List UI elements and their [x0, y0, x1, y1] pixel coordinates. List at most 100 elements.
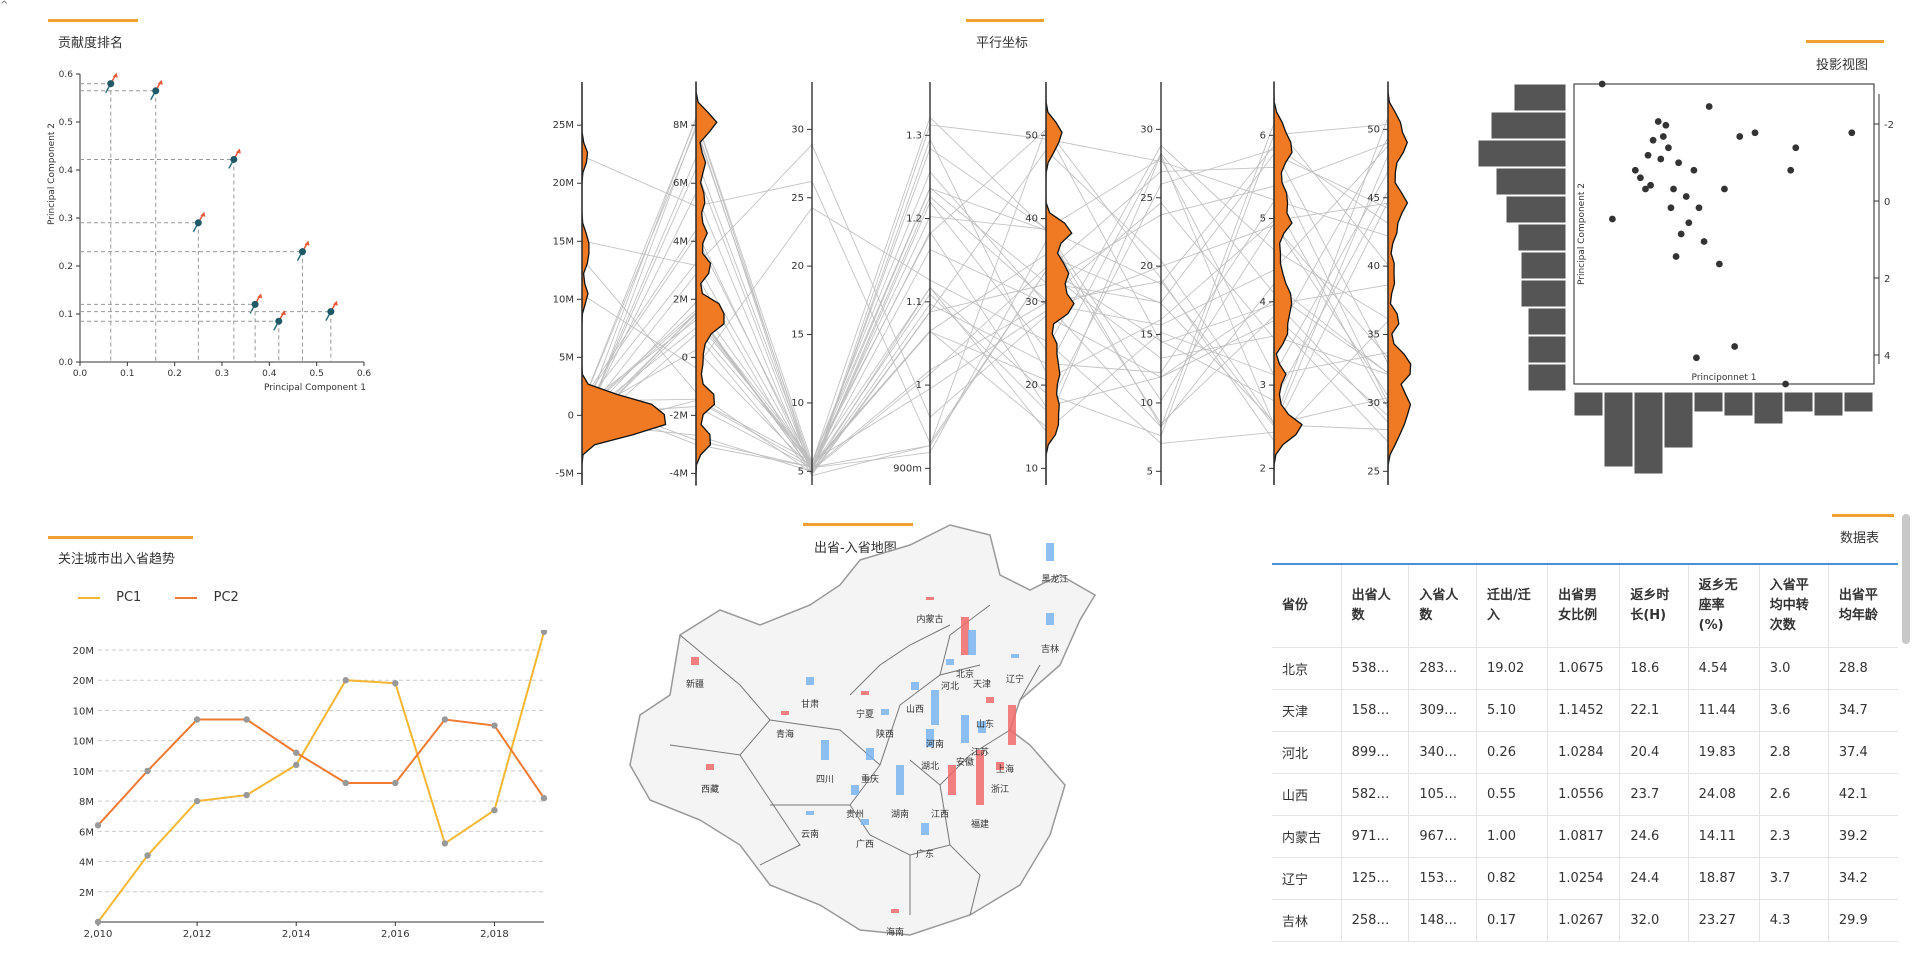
col-header-out[interactable]: 出省人数 [1340, 564, 1409, 648]
vector-arrow [200, 211, 206, 217]
series-line-pc1 [97, 631, 545, 923]
histogram-bar-bottom [1783, 391, 1814, 413]
projection-y-tick-label: 4 [1884, 351, 1890, 362]
flow-bar [781, 711, 789, 715]
histogram-bar-bottom [1843, 391, 1874, 413]
y-tick-label: 4M [79, 858, 94, 869]
axis-tick-label: 20 [1140, 261, 1153, 272]
series-point [540, 794, 548, 802]
flow-bar [978, 721, 986, 733]
table-cell: 158… [1340, 689, 1409, 732]
table-cell: 340… [1408, 731, 1477, 774]
vector-arrow [112, 72, 118, 78]
table-cell: 河北 [1272, 731, 1342, 774]
y-tick-label: 0.5 [59, 118, 73, 128]
table-cell: 0.17 [1476, 899, 1548, 942]
projection-point [1685, 219, 1693, 227]
table-cell: 1.0254 [1547, 857, 1620, 900]
province-label: 重庆 [861, 773, 879, 785]
col-header-age[interactable]: 出省平均年龄 [1827, 564, 1898, 648]
pc-polyline [581, 155, 1389, 444]
table-cell: 899… [1340, 731, 1409, 774]
col-header-province[interactable]: 省份 [1272, 564, 1342, 648]
histogram-bar-left [1527, 307, 1567, 336]
pc-polyline [581, 116, 1389, 464]
province-label: 贵州 [846, 808, 864, 820]
pc-polyline [581, 240, 1389, 469]
axis-tick-label: 5 [1260, 214, 1266, 225]
table-cell: 34.7 [1827, 689, 1898, 732]
axis-tick-label: 50 [1025, 130, 1038, 141]
x-tick-label: 2,010 [84, 929, 113, 940]
col-header-duration[interactable]: 返乡时长(H) [1619, 564, 1689, 648]
axis-tick-label: 20 [791, 261, 804, 272]
pc-polyline [581, 143, 1389, 443]
col-header-ratio[interactable]: 迁出/迁入 [1476, 564, 1548, 648]
table-row[interactable]: 吉林 258… 148… 0.17 1.0267 32.0 23.27 4.3 29.9 [1272, 899, 1898, 942]
series-point [293, 749, 300, 756]
projection-point [1654, 118, 1662, 125]
projection-point [1695, 204, 1703, 212]
pc-polyline [581, 145, 1389, 472]
axis-tick-label: 45 [1367, 193, 1380, 204]
projection-point [1644, 151, 1652, 159]
legend-item-pc1[interactable]: PC1 [78, 590, 145, 605]
table-row[interactable]: 河北 899… 340… 0.26 1.0284 20.4 19.83 2.8 37.4 [1272, 731, 1898, 774]
table-header-row: 省份 出省人数 入省人数 迁出/迁入 出省男女比例 返乡时长(H) 返乡无座率(… [1272, 564, 1898, 648]
x-tick-label: 0.3 [215, 369, 229, 379]
col-header-in[interactable]: 入省人数 [1408, 564, 1477, 648]
x-tick-label: 2,014 [282, 929, 311, 940]
table-row[interactable]: 天津 158… 309… 5.10 1.1452 22.1 11.44 3.6 34.7 [1272, 689, 1898, 732]
vector-arrow [257, 293, 263, 299]
parallel-coordinates-chart: -5M05M10M15M20M25M-4M-2M02M4M6M8M5101520… [553, 81, 1412, 486]
projection-y-tick-label: -2 [1884, 120, 1894, 131]
axis-tick-label: 5 [798, 466, 804, 477]
projection-point [1665, 144, 1672, 152]
y-tick-label: 0.6 [59, 70, 74, 80]
flow-bar [806, 811, 814, 815]
histogram-bar-bottom [1633, 391, 1664, 475]
table-row[interactable]: 内蒙古 971… 967… 1.00 1.0817 24.6 14.11 2.3 39.2 [1272, 815, 1898, 858]
histogram-bar-bottom [1603, 391, 1634, 468]
table-row[interactable]: 辽宁 125… 153… 0.82 1.0254 24.4 18.87 3.7 34.2 [1272, 857, 1898, 900]
series-point [144, 852, 151, 859]
province-label: 江西 [931, 809, 949, 820]
province-label: 山东 [976, 718, 994, 730]
title-bar-parallel [966, 19, 1044, 22]
legend-label-pc1: PC1 [116, 590, 142, 605]
table-cell: 538… [1340, 647, 1409, 690]
province-label: 上海 [996, 763, 1014, 775]
legend-item-pc2[interactable]: PC2 [175, 590, 239, 605]
series-point [491, 722, 498, 729]
pc-polyline [581, 124, 1389, 476]
density-shape [695, 81, 725, 486]
flow-bar [861, 691, 869, 695]
flow-bar [806, 677, 814, 685]
table-cell: 23.7 [1619, 773, 1689, 816]
axis-tick-label: -5M [555, 468, 574, 479]
province-label: 北京 [956, 668, 974, 680]
x-tick-label: 2,016 [381, 929, 410, 940]
axis-tick-label: 10 [1025, 463, 1038, 474]
histogram-bar-bottom [1663, 391, 1694, 449]
series-point [243, 716, 250, 723]
axis-tick-label: 1.2 [906, 214, 922, 225]
data-point [230, 155, 238, 163]
table-row[interactable]: 北京 538… 283… 19.02 1.0675 18.6 4.54 3.0 28.8 [1272, 647, 1898, 690]
table-cell: 3.0 [1758, 647, 1829, 690]
axis-tick-label: 6 [1260, 130, 1266, 141]
projection-point [1677, 230, 1685, 238]
table-cell: 辽宁 [1272, 857, 1342, 900]
col-header-transfer[interactable]: 入省平均中转次数 [1758, 564, 1829, 648]
col-header-noseat[interactable]: 返乡无座率(%) [1687, 564, 1760, 648]
axis-tick-label: 4M [673, 236, 688, 247]
histogram-bar-left [1513, 83, 1567, 112]
province-label: 宁夏 [856, 708, 874, 720]
projection-point [1598, 80, 1606, 88]
table-row[interactable]: 山西 582… 105… 0.55 1.0556 23.7 24.08 2.6 42.1 [1272, 773, 1898, 816]
table-scrollbar[interactable] [1902, 514, 1910, 644]
col-header-gender[interactable]: 出省男女比例 [1547, 564, 1620, 648]
projection-point [1690, 166, 1698, 174]
flow-bar [968, 630, 976, 655]
projection-point [1675, 159, 1683, 167]
